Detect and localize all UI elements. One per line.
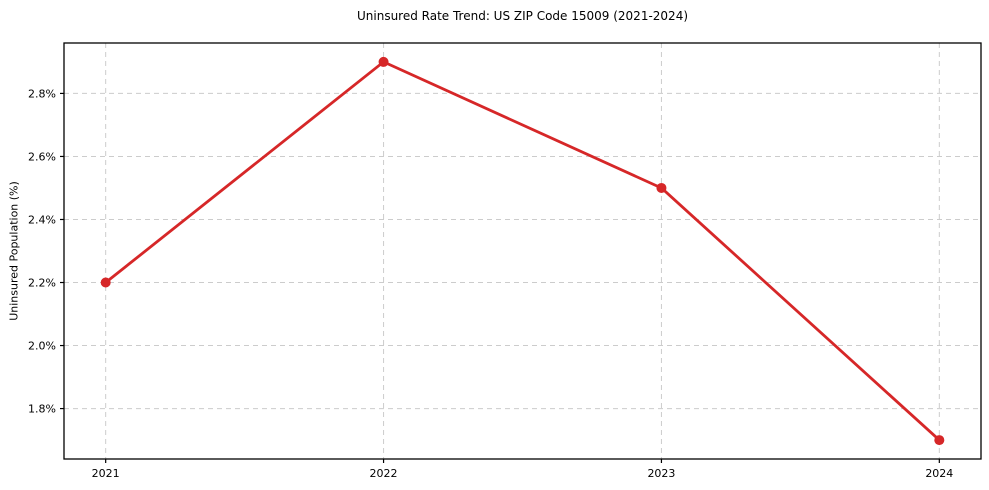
- y-tick-label: 2.8%: [28, 87, 56, 100]
- series-line: [104, 60, 941, 442]
- y-tick-label: 1.8%: [28, 403, 56, 416]
- data-point-marker: [378, 56, 389, 67]
- y-tick-label: 2.0%: [28, 340, 56, 353]
- chart-title: Uninsured Rate Trend: US ZIP Code 15009 …: [356, 9, 689, 23]
- data-point-marker: [656, 182, 667, 193]
- y-tick-label: 2.6%: [28, 150, 56, 163]
- data-point-marker: [934, 435, 945, 446]
- x-tick-label: 2023: [647, 467, 675, 480]
- x-tick-label: 2021: [92, 467, 120, 480]
- plot-border: [63, 42, 982, 460]
- x-tick-label: 2024: [925, 467, 953, 480]
- y-tick-label: 2.4%: [28, 213, 56, 226]
- x-tick-label: 2022: [370, 467, 398, 480]
- y-tick-label: 2.2%: [28, 277, 56, 290]
- data-point-marker: [100, 277, 111, 288]
